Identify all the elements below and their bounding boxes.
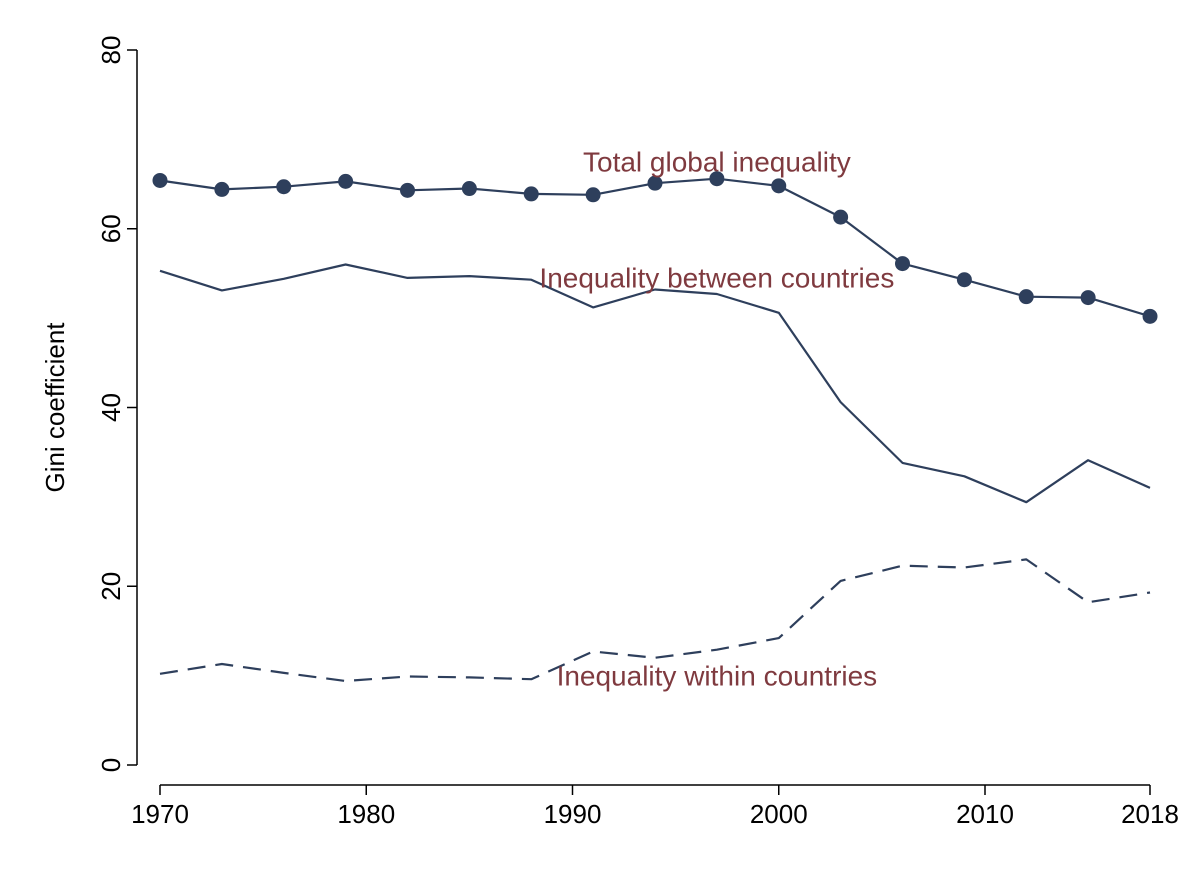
data-point	[338, 173, 354, 189]
x-tick-label: 1970	[131, 799, 189, 829]
y-axis-title: Gini coefficient	[40, 322, 70, 493]
data-point	[1142, 308, 1158, 324]
data-point	[1080, 290, 1096, 306]
y-tick-label: 40	[96, 393, 126, 422]
x-tick-label: 2018	[1121, 799, 1179, 829]
annotation-layer: Total global inequality Inequality betwee…	[539, 147, 894, 692]
data-point	[585, 187, 601, 203]
series-line-total-global-inequality	[159, 177, 1151, 318]
series-label: Total global inequality	[583, 147, 851, 178]
data-point	[523, 186, 539, 202]
y-tick-label: 0	[96, 758, 126, 772]
x-tick-label: 1980	[337, 799, 395, 829]
data-point	[895, 256, 910, 272]
data-point	[833, 209, 849, 225]
y-tick-label: 60	[96, 214, 126, 243]
series-line-inequality-between-countries	[159, 263, 1151, 504]
x-tick-label: 2010	[956, 799, 1014, 829]
data-point	[1018, 289, 1034, 305]
data-point	[152, 172, 168, 188]
x-tick-label: 1990	[544, 799, 602, 829]
data-point	[214, 181, 230, 197]
y-tick-label: 20	[96, 572, 126, 601]
series-label: Inequality between countries	[539, 263, 894, 294]
data-point	[400, 182, 415, 198]
x-tick-label: 2000	[750, 799, 808, 829]
axes: 0 20 40 60 80 1970 1980 1990 2000 2010 2018 Gini co…	[40, 36, 1179, 829]
y-tick-label: 80	[96, 36, 126, 65]
data-point	[771, 178, 787, 194]
series-layer	[152, 171, 1158, 683]
data-point	[709, 171, 725, 187]
data-point	[461, 181, 477, 197]
data-point	[276, 179, 292, 195]
data-point	[647, 175, 663, 191]
series-label: Inequality within countries	[557, 660, 878, 691]
data-point	[956, 272, 972, 288]
